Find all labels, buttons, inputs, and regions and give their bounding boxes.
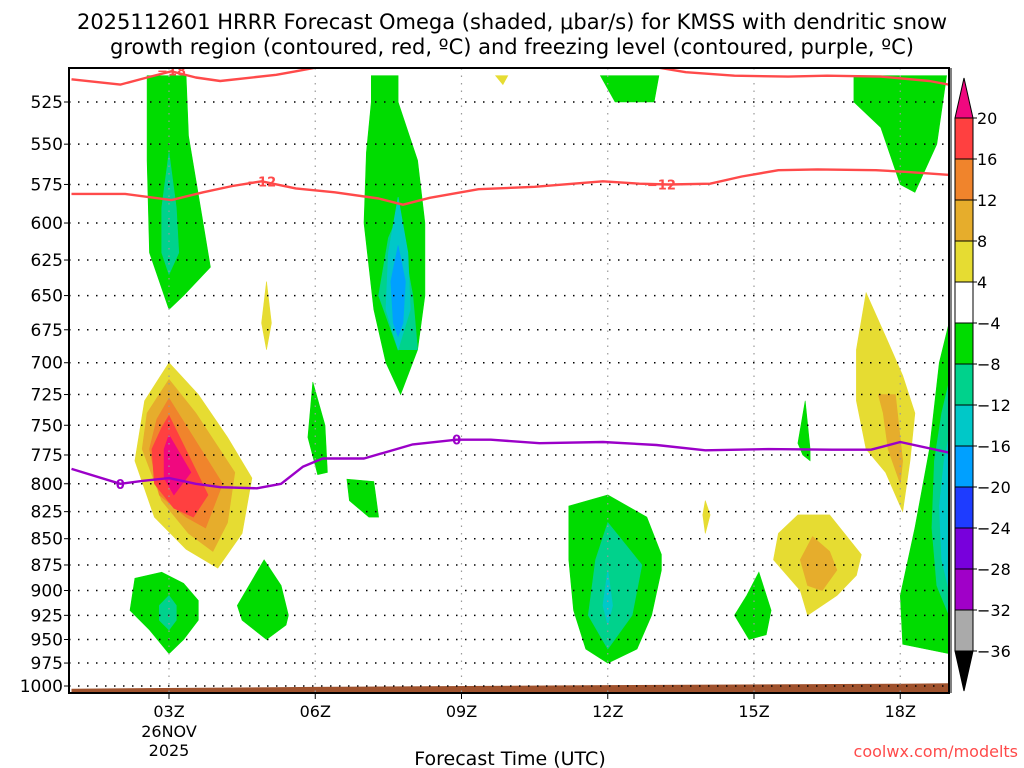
y-tick-label: 950 bbox=[31, 631, 63, 651]
colorbar-bin bbox=[954, 240, 974, 283]
omega-region-22 bbox=[602, 570, 613, 626]
colorbar-over-arrow bbox=[954, 77, 974, 119]
contour-label: −12 bbox=[647, 178, 676, 193]
contour-label: −18 bbox=[157, 64, 186, 79]
y-axis: 525 550 575 600 625 650 675 700 725 750 775 800 825 8… bbox=[20, 93, 69, 697]
y-tick-label: 700 bbox=[31, 354, 63, 374]
x-tick-label: 03Z bbox=[153, 702, 184, 721]
colorbar-label: −20 bbox=[977, 478, 1011, 497]
colorbar-bin bbox=[954, 322, 974, 365]
x-tick-label: 06Z bbox=[300, 702, 331, 721]
colorbar-bin bbox=[954, 527, 974, 570]
omega-region-11 bbox=[346, 478, 379, 518]
colorbar-label: −28 bbox=[977, 560, 1011, 579]
chart-title-line-2: growth region (contoured, red, ºC) and f… bbox=[110, 35, 914, 59]
y-tick-label: 625 bbox=[31, 251, 63, 271]
omega-region-10 bbox=[307, 381, 328, 475]
omega-region-27 bbox=[799, 536, 838, 591]
credit-text: coolwx.com/modelts bbox=[854, 742, 1018, 761]
omega-region-23 bbox=[702, 500, 711, 534]
colorbar-bin bbox=[954, 199, 974, 242]
colorbar-bin bbox=[954, 117, 974, 160]
x-tick-date-label: 26NOV bbox=[141, 722, 197, 741]
colorbar-label: 20 bbox=[977, 109, 997, 128]
colorbar-bin bbox=[954, 404, 974, 447]
ground-layer bbox=[71, 683, 948, 692]
colorbar-bin bbox=[954, 486, 974, 529]
y-tick-label: 675 bbox=[31, 321, 63, 341]
y-tick-label: 850 bbox=[31, 530, 63, 550]
omega-shading bbox=[129, 75, 948, 664]
contour-3 bbox=[71, 438, 948, 490]
y-tick-label: 800 bbox=[31, 475, 63, 495]
contour-lines: −18 −12 0 −12 0 bbox=[71, 64, 948, 493]
omega-region-9 bbox=[853, 75, 947, 193]
omega-region-6 bbox=[390, 245, 406, 338]
y-tick-label: 725 bbox=[31, 386, 63, 406]
omega-region-1 bbox=[161, 152, 180, 276]
y-tick-label: 650 bbox=[31, 287, 63, 307]
contour-label: 0 bbox=[116, 478, 125, 493]
y-tick-label: 600 bbox=[31, 214, 63, 234]
colorbar-label: 8 bbox=[977, 232, 987, 251]
contour-2 bbox=[71, 168, 948, 206]
y-tick-label: 875 bbox=[31, 556, 63, 576]
colorbar-label: −8 bbox=[977, 355, 1001, 374]
colorbar-label: −24 bbox=[977, 519, 1011, 538]
colorbar-bin bbox=[954, 363, 974, 406]
colorbar-label: −36 bbox=[977, 642, 1011, 661]
contour-label: −12 bbox=[247, 175, 276, 190]
colorbar-label: −12 bbox=[977, 396, 1011, 415]
colorbar-label: 12 bbox=[977, 191, 997, 210]
contour-0 bbox=[71, 69, 315, 86]
colorbar-label: 16 bbox=[977, 150, 997, 169]
omega-region-18 bbox=[159, 595, 177, 631]
y-tick-label: 900 bbox=[31, 582, 63, 602]
x-axis-label: Forecast Time (UTC) bbox=[414, 748, 605, 768]
y-tick-label: 575 bbox=[31, 175, 63, 195]
omega-region-25 bbox=[734, 571, 772, 640]
colorbar-label: −32 bbox=[977, 601, 1011, 620]
y-tick-label: 775 bbox=[31, 446, 63, 466]
colorbar-bin bbox=[954, 158, 974, 201]
x-tick-label: 09Z bbox=[446, 702, 477, 721]
omega-region-28 bbox=[797, 400, 811, 462]
x-tick-label: 18Z bbox=[885, 702, 916, 721]
x-tick-label: 12Z bbox=[592, 702, 623, 721]
colorbar-label: 4 bbox=[977, 273, 987, 292]
y-tick-label: 975 bbox=[31, 654, 63, 674]
omega-region-2 bbox=[261, 281, 272, 350]
contour-label: 0 bbox=[452, 434, 461, 449]
colorbar-label: −4 bbox=[977, 314, 1001, 333]
y-tick-label: 925 bbox=[31, 606, 63, 626]
colorbar-bin bbox=[954, 445, 974, 488]
colorbar-under-arrow bbox=[954, 650, 974, 692]
y-tick-label: 825 bbox=[31, 503, 63, 523]
y-tick-label: 525 bbox=[31, 93, 63, 113]
omega-region-19 bbox=[236, 559, 289, 640]
y-tick-label: 1000 bbox=[20, 677, 63, 697]
omega-region-16 bbox=[163, 434, 192, 496]
omega-region-21 bbox=[587, 521, 643, 650]
omega-region-30 bbox=[877, 394, 904, 484]
omega-region-7 bbox=[494, 75, 509, 86]
colorbar-bin bbox=[954, 568, 974, 611]
colorbar-label: −16 bbox=[977, 437, 1011, 456]
colorbar-bin bbox=[954, 609, 974, 652]
omega-region-33 bbox=[938, 440, 948, 588]
plot-frame bbox=[68, 67, 950, 694]
y-tick-label: 550 bbox=[31, 135, 63, 155]
x-tick-year-label: 2025 bbox=[149, 741, 190, 760]
omega-region-8 bbox=[599, 75, 660, 103]
colorbar: 20 16 12 8 4 −4 −8 −12 −16 −20 −24 −28 −32 −36 bbox=[950, 68, 1011, 693]
x-tick-label: 15Z bbox=[738, 702, 769, 721]
y-tick-label: 750 bbox=[31, 416, 63, 436]
contour-1 bbox=[659, 69, 948, 86]
chart-title-line-1: 2025112601 HRRR Forecast Omega (shaded, … bbox=[77, 10, 947, 34]
colorbar-bin bbox=[954, 281, 974, 324]
ground-surface bbox=[71, 683, 948, 692]
